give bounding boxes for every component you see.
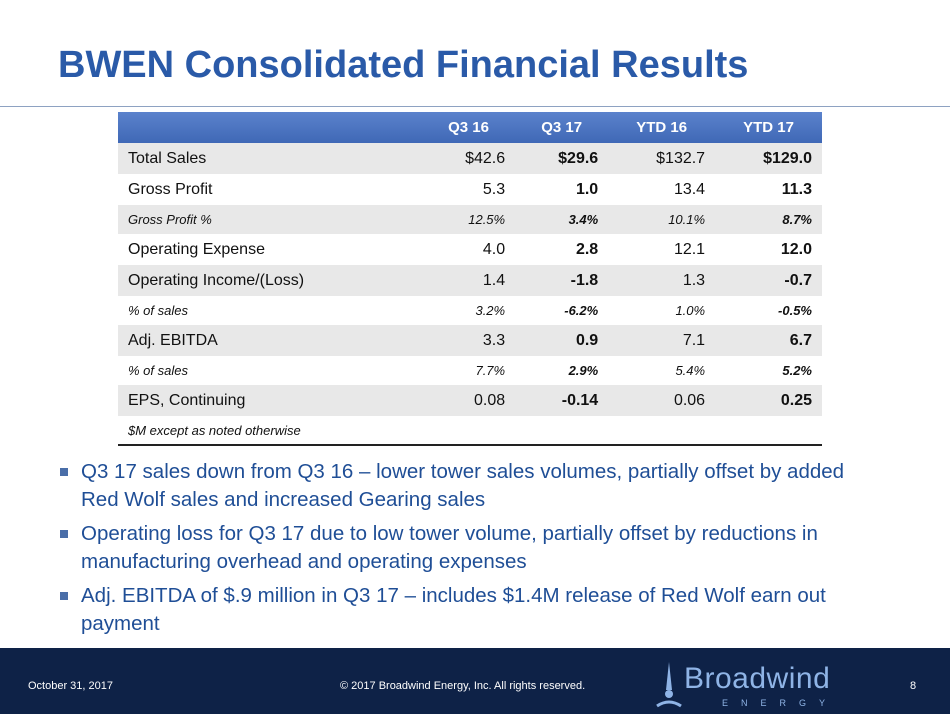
- header-row: Q3 16 Q3 17 YTD 16 YTD 17: [118, 112, 822, 143]
- header-cell: Q3 16: [422, 112, 516, 143]
- row-label: % of sales: [128, 303, 188, 318]
- cell: 7.1: [608, 325, 716, 356]
- cell: 0.06: [608, 385, 716, 416]
- header-cell: [118, 112, 423, 143]
- note-row: $M except as noted otherwise: [118, 416, 822, 446]
- cell: 13.4: [673, 180, 706, 198]
- cell: 10.1%: [608, 205, 716, 234]
- cell: $42.6: [422, 143, 516, 174]
- cell: 4.0: [482, 240, 506, 258]
- financial-table: Q3 16 Q3 17 YTD 16 YTD 17 Total Sales $42.6 $2…: [118, 112, 822, 446]
- table-row: Operating Expense 4.0 2.8 12.1 12.0: [118, 234, 822, 265]
- cell: 11.3: [781, 180, 812, 198]
- table-row: Adj. EBITDA 3.3 0.9 7.1 6.7: [118, 325, 822, 356]
- header-cell: YTD 16: [608, 112, 716, 143]
- logo: Broadwind: [684, 662, 831, 695]
- footer-copyright: © 2017 Broadwind Energy, Inc. All rights…: [340, 680, 586, 692]
- cell: 12.0: [780, 240, 812, 258]
- table-note: $M except as noted otherwise: [118, 416, 822, 446]
- cell: 1.3: [608, 265, 716, 296]
- cell: 1.0%: [675, 303, 706, 318]
- bullet: Operating loss for Q3 17 due to low towe…: [60, 520, 880, 576]
- logo-sub: ENERGY: [722, 698, 839, 708]
- cell: 5.3: [482, 180, 506, 198]
- row-label: Gross Profit: [128, 180, 213, 198]
- cell: 0.08: [422, 385, 516, 416]
- cell: 6.7: [715, 325, 822, 356]
- cell: 7.7%: [475, 363, 506, 378]
- page-number: 8: [910, 680, 917, 692]
- cell: 0.25: [715, 385, 822, 416]
- logo-icon: [656, 662, 682, 708]
- title-rule: [0, 106, 950, 107]
- bullet: Q3 17 sales down from Q3 16 – lower towe…: [60, 458, 880, 514]
- cell: $129.0: [715, 143, 822, 174]
- cell: 0.9: [515, 325, 609, 356]
- cell: -0.7: [715, 265, 822, 296]
- cell: 12.5%: [422, 205, 516, 234]
- cell: 12.1: [673, 240, 706, 258]
- cell: 3.4%: [515, 205, 609, 234]
- header-cell: Q3 17: [515, 112, 609, 143]
- table-row: % of sales 7.7% 2.9% 5.4% 5.2%: [118, 356, 822, 385]
- cell: 8.7%: [715, 205, 822, 234]
- table-row: Gross Profit 5.3 1.0 13.4 11.3: [118, 174, 822, 205]
- cell: 2.9%: [568, 363, 599, 378]
- title: BWEN Consolidated Financial Results: [58, 44, 749, 86]
- cell: 3.2%: [475, 303, 506, 318]
- cell: $132.7: [608, 143, 716, 174]
- row-label: EPS, Continuing: [118, 385, 423, 416]
- cell: 3.3: [422, 325, 516, 356]
- cell: -1.8: [515, 265, 609, 296]
- row-label: Gross Profit %: [118, 205, 423, 234]
- table-row: % of sales 3.2% -6.2% 1.0% -0.5%: [118, 296, 822, 325]
- row-label: Adj. EBITDA: [118, 325, 423, 356]
- cell: $29.6: [515, 143, 609, 174]
- cell: -6.2%: [564, 303, 599, 318]
- table-row: Total Sales $42.6 $29.6 $132.7 $129.0: [118, 143, 822, 174]
- bullet: Adj. EBITDA of $.9 million in Q3 17 – in…: [60, 582, 880, 638]
- cell: 1.4: [422, 265, 516, 296]
- cell: 5.2%: [782, 363, 812, 378]
- footer: October 31, 2017 © 2017 Broadwind Energy…: [0, 648, 950, 714]
- cell: 2.8: [575, 240, 599, 258]
- cell: 1.0: [575, 180, 599, 198]
- header-cell: YTD 17: [715, 112, 822, 143]
- table-row: Gross Profit % 12.5% 3.4% 10.1% 8.7%: [118, 205, 822, 234]
- cell: 5.4%: [675, 363, 706, 378]
- table-row: EPS, Continuing 0.08 -0.14 0.06 0.25: [118, 385, 822, 416]
- cell: -0.5%: [778, 303, 812, 318]
- row-label: Operating Income/(Loss): [118, 265, 423, 296]
- cell: -0.14: [515, 385, 609, 416]
- table-row: Operating Income/(Loss) 1.4 -1.8 1.3 -0.7: [118, 265, 822, 296]
- bullet-list: Q3 17 sales down from Q3 16 – lower towe…: [60, 458, 880, 644]
- row-label: Total Sales: [118, 143, 423, 174]
- footer-date: October 31, 2017: [28, 680, 114, 692]
- row-label: Operating Expense: [128, 240, 265, 258]
- row-label: % of sales: [128, 363, 188, 378]
